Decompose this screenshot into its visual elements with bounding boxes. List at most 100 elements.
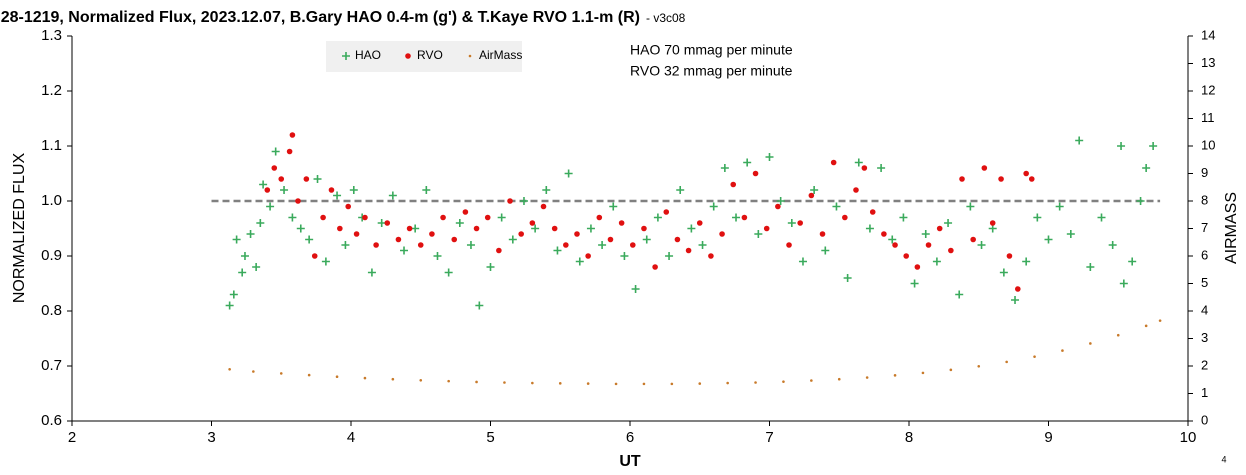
y2-tick-label: 9 [1201, 165, 1208, 180]
point [1117, 142, 1125, 150]
point [698, 382, 701, 385]
point [451, 237, 457, 243]
point [400, 247, 408, 255]
y2-tick-label: 2 [1201, 357, 1208, 372]
point [754, 230, 762, 238]
point [496, 248, 502, 254]
x-tick-label: 3 [207, 429, 215, 446]
point [1033, 214, 1041, 222]
point [507, 198, 513, 204]
point [866, 225, 874, 233]
point [247, 230, 255, 238]
point [447, 380, 450, 383]
point [832, 203, 840, 211]
point [1137, 197, 1145, 205]
y2-tick-label: 13 [1201, 55, 1215, 70]
point [1086, 263, 1094, 271]
point [1159, 319, 1162, 322]
point [990, 220, 996, 226]
point [233, 236, 241, 244]
x-tick-label: 7 [765, 429, 773, 446]
point [1142, 164, 1150, 172]
y-tick-label: 1.0 [41, 192, 62, 209]
point [433, 252, 441, 260]
point [226, 302, 234, 310]
point [786, 242, 792, 248]
x-axis-label: UT [619, 453, 641, 470]
point [1149, 142, 1157, 150]
point [665, 252, 673, 260]
point [966, 203, 974, 211]
x-tick-label: 8 [905, 429, 913, 446]
point [1023, 171, 1029, 177]
point [652, 264, 658, 270]
point [937, 226, 943, 232]
point [1089, 342, 1092, 345]
point [1120, 280, 1128, 288]
y-tick-label: 0.9 [41, 247, 62, 264]
point [337, 226, 343, 232]
y-tick-label: 0.8 [41, 302, 62, 319]
point [419, 379, 422, 382]
point [475, 302, 483, 310]
point [853, 187, 859, 193]
point [926, 242, 932, 248]
point [362, 215, 368, 221]
y2-tick-label: 8 [1201, 192, 1208, 207]
point [730, 182, 736, 188]
point [467, 241, 475, 249]
point [266, 203, 274, 211]
y-tick-label: 1.3 [41, 27, 62, 44]
chart-title-suffix: - v3c08 [646, 11, 686, 25]
point [903, 253, 909, 259]
point [354, 231, 360, 237]
x-tick-label: 4 [347, 429, 355, 446]
point [911, 280, 919, 288]
point [531, 382, 534, 385]
point [290, 132, 296, 138]
point [892, 242, 898, 248]
point [699, 241, 707, 249]
y2-tick-label: 12 [1201, 82, 1215, 97]
legend-label: HAO [355, 48, 381, 62]
point [320, 215, 326, 221]
point [407, 226, 413, 232]
point [978, 241, 986, 249]
point [855, 159, 863, 167]
point [1015, 286, 1021, 292]
point [799, 258, 807, 266]
y-axis-label: NORMALIZED FLUX [11, 153, 28, 304]
point [782, 380, 785, 383]
point [1011, 296, 1019, 304]
point [810, 379, 813, 382]
point [844, 274, 852, 282]
y2-tick-label: 10 [1201, 137, 1215, 152]
chart-title: J0328-1219, Normalized Flux, 2023.12.07,… [0, 9, 640, 26]
point [252, 263, 260, 271]
point [287, 149, 293, 155]
point [552, 226, 558, 232]
point [350, 186, 358, 194]
point [632, 285, 640, 293]
point [1007, 253, 1013, 259]
point [775, 204, 781, 210]
point [719, 231, 725, 237]
point [559, 382, 562, 385]
point [252, 370, 255, 373]
point [899, 214, 907, 222]
point [487, 263, 495, 271]
point [753, 171, 759, 177]
point [630, 242, 636, 248]
point [1098, 214, 1106, 222]
legend-label: RVO [417, 48, 443, 62]
point [280, 186, 288, 194]
point [788, 219, 796, 227]
point [280, 372, 283, 375]
point [643, 236, 651, 244]
point [333, 192, 341, 200]
point [230, 291, 238, 299]
point [686, 248, 692, 254]
point [726, 382, 729, 385]
point [948, 248, 954, 254]
legend-marker [469, 55, 472, 58]
